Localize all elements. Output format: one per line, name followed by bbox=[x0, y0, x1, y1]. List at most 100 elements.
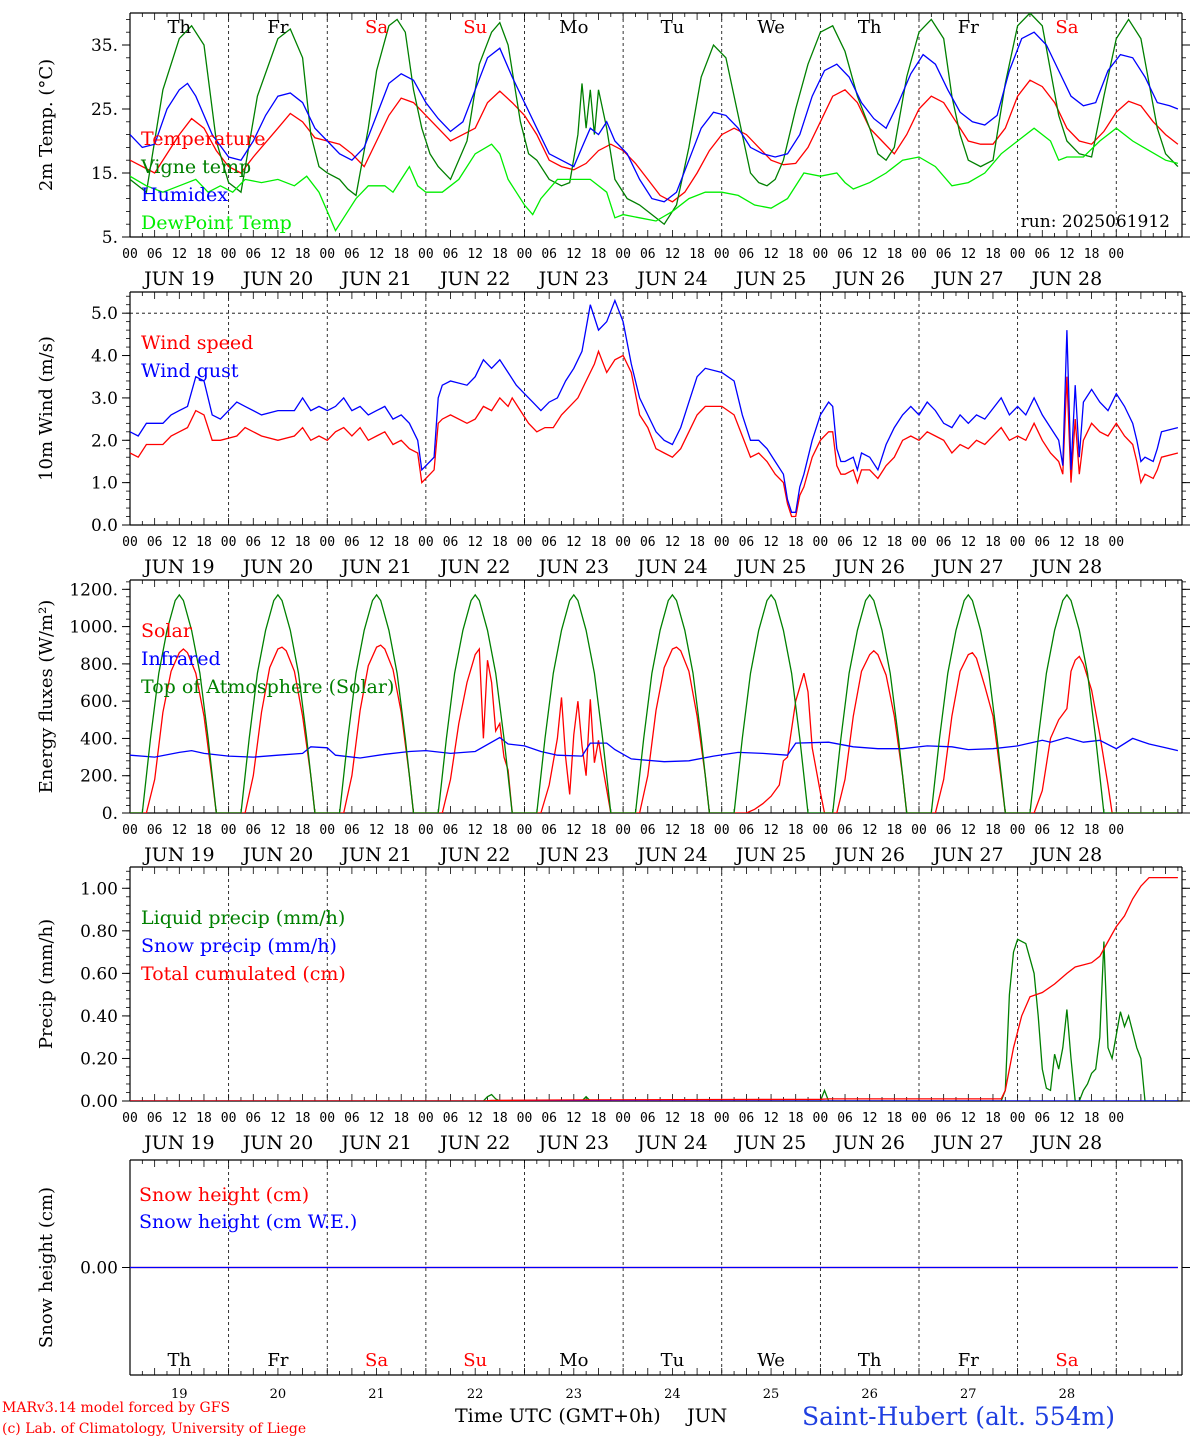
hour-tick-label: 18 bbox=[196, 1111, 212, 1126]
hour-tick-label: 06 bbox=[936, 1111, 952, 1126]
hour-tick-label: 06 bbox=[443, 247, 459, 262]
y-tick-label: 0.40 bbox=[80, 1007, 118, 1027]
run-label: run: 2025061912 bbox=[1021, 212, 1170, 232]
hour-tick-label: 00 bbox=[1010, 247, 1026, 262]
date-label: JUN 26 bbox=[832, 268, 904, 290]
hour-tick-label: 06 bbox=[147, 823, 163, 838]
hour-tick-label: 00 bbox=[221, 247, 237, 262]
hour-tick-label: 12 bbox=[270, 247, 286, 262]
date-label: JUN 28 bbox=[1030, 1132, 1102, 1154]
hour-tick-label: 12 bbox=[467, 247, 483, 262]
date-label: JUN 27 bbox=[931, 556, 1003, 578]
hour-tick-label: 00 bbox=[319, 535, 335, 550]
y-tick-label: 0.00 bbox=[80, 1092, 118, 1112]
hour-tick-label: 18 bbox=[887, 1111, 903, 1126]
hour-tick-label: 18 bbox=[196, 823, 212, 838]
hour-tick-label: 18 bbox=[689, 823, 705, 838]
x-axis-label: Time UTC (GMT+0h) bbox=[455, 1405, 661, 1427]
hour-tick-label: 12 bbox=[665, 247, 681, 262]
hour-tick-label: 00 bbox=[1108, 1111, 1124, 1126]
hour-tick-label: 12 bbox=[960, 1111, 976, 1126]
series-line-humidex bbox=[130, 31, 1179, 203]
hour-tick-label: 06 bbox=[1034, 247, 1050, 262]
day-number-label: 19 bbox=[171, 1387, 188, 1402]
legend-entry: Solar bbox=[141, 620, 193, 642]
hour-tick-label: 18 bbox=[492, 823, 508, 838]
day-of-week-label-bottom: Mo bbox=[559, 1350, 588, 1371]
hour-tick-label: 18 bbox=[393, 247, 409, 262]
hour-tick-label: 06 bbox=[245, 1111, 261, 1126]
y-tick-label: 5. bbox=[102, 228, 118, 248]
hour-tick-label: 12 bbox=[566, 823, 582, 838]
hour-tick-label: 12 bbox=[171, 823, 187, 838]
hour-tick-label: 12 bbox=[171, 535, 187, 550]
date-label: JUN 19 bbox=[142, 844, 214, 866]
panel-2: 0.0 1.0 2.0 3.0 4.0 5.0 10m Wind (m/s) Wind spe… bbox=[36, 291, 1190, 578]
day-of-week-label: Fr bbox=[267, 17, 288, 38]
hour-tick-label: 06 bbox=[541, 823, 557, 838]
hour-tick-label: 00 bbox=[221, 1111, 237, 1126]
hour-tick-label: 06 bbox=[344, 823, 360, 838]
hour-tick-label: 18 bbox=[788, 823, 804, 838]
y-axis-label: Precip (mm/h) bbox=[36, 919, 57, 1049]
panel-1: 5. 15. 25. 35. 2m Temp. (°C) Temperature Vigne… bbox=[36, 12, 1190, 290]
hour-tick-label: 18 bbox=[887, 535, 903, 550]
legend-entry: Vigne temp bbox=[140, 156, 251, 178]
day-of-week-label-bottom: Su bbox=[463, 1350, 487, 1371]
hour-tick-label: 12 bbox=[566, 247, 582, 262]
day-of-week-label: Th bbox=[168, 17, 192, 38]
hour-tick-label: 06 bbox=[640, 247, 656, 262]
day-number-label: 25 bbox=[763, 1387, 780, 1402]
hour-tick-label: 06 bbox=[837, 535, 853, 550]
hour-tick-label: 00 bbox=[1108, 823, 1124, 838]
hour-tick-label: 00 bbox=[911, 823, 927, 838]
panel-5: 0.00 Snow height (cm) Snow height (cm) Snow… bbox=[36, 1159, 1190, 1376]
hour-tick-label: 06 bbox=[1034, 1111, 1050, 1126]
hour-tick-label: 12 bbox=[1059, 247, 1075, 262]
day-of-week-label-bottom: Th bbox=[858, 1350, 882, 1371]
hour-tick-label: 12 bbox=[270, 1111, 286, 1126]
hour-tick-label: 00 bbox=[813, 1111, 829, 1126]
day-of-week-label-bottom: Sa bbox=[1055, 1350, 1078, 1371]
hour-tick-label: 12 bbox=[369, 247, 385, 262]
day-of-week-label-bottom: We bbox=[757, 1350, 785, 1371]
date-label: JUN 21 bbox=[339, 556, 411, 578]
day-number-label: 27 bbox=[960, 1387, 977, 1402]
hour-tick-label: 00 bbox=[714, 535, 730, 550]
hour-tick-label: 06 bbox=[1034, 535, 1050, 550]
hour-tick-label: 12 bbox=[270, 823, 286, 838]
legend-entry: Temperature bbox=[141, 128, 265, 150]
hour-tick-label: 00 bbox=[615, 823, 631, 838]
hour-tick-label: 18 bbox=[985, 1111, 1001, 1126]
hour-tick-label: 00 bbox=[714, 247, 730, 262]
hour-tick-label: 06 bbox=[245, 823, 261, 838]
series-group bbox=[130, 13, 1179, 232]
y-axis-label: Snow height (cm) bbox=[36, 1187, 57, 1348]
hour-tick-label: 18 bbox=[591, 1111, 607, 1126]
legend-entry: Snow height (cm W.E.) bbox=[139, 1211, 357, 1233]
hour-tick-label: 12 bbox=[763, 823, 779, 838]
date-label: JUN 25 bbox=[734, 268, 806, 290]
hour-tick-label: 18 bbox=[196, 535, 212, 550]
hour-tick-label: 12 bbox=[369, 1111, 385, 1126]
date-label: JUN 23 bbox=[537, 1132, 609, 1154]
hour-tick-label: 12 bbox=[665, 535, 681, 550]
hour-tick-label: 00 bbox=[122, 823, 138, 838]
day-of-week-label-bottom: Sa bbox=[365, 1350, 388, 1371]
series-line-wind-gust bbox=[130, 298, 1179, 513]
hour-tick-label: 06 bbox=[344, 535, 360, 550]
hour-tick-label: 06 bbox=[344, 1111, 360, 1126]
legend-entry: DewPoint Temp bbox=[141, 212, 292, 234]
hour-tick-label: 06 bbox=[443, 1111, 459, 1126]
hour-tick-label: 06 bbox=[443, 823, 459, 838]
y-tick-label: 5.0 bbox=[91, 304, 118, 324]
hour-tick-label: 00 bbox=[122, 535, 138, 550]
series-line-liquid-precip-mm-h- bbox=[130, 938, 1178, 1101]
y-tick-label: 2.0 bbox=[91, 431, 118, 451]
hour-tick-label: 06 bbox=[541, 535, 557, 550]
date-label: JUN 22 bbox=[438, 844, 510, 866]
hour-tick-label: 00 bbox=[517, 535, 533, 550]
date-label: JUN 19 bbox=[142, 1132, 214, 1154]
day-of-week-label-bottom: Tu bbox=[661, 1350, 685, 1371]
hour-tick-label: 00 bbox=[813, 247, 829, 262]
